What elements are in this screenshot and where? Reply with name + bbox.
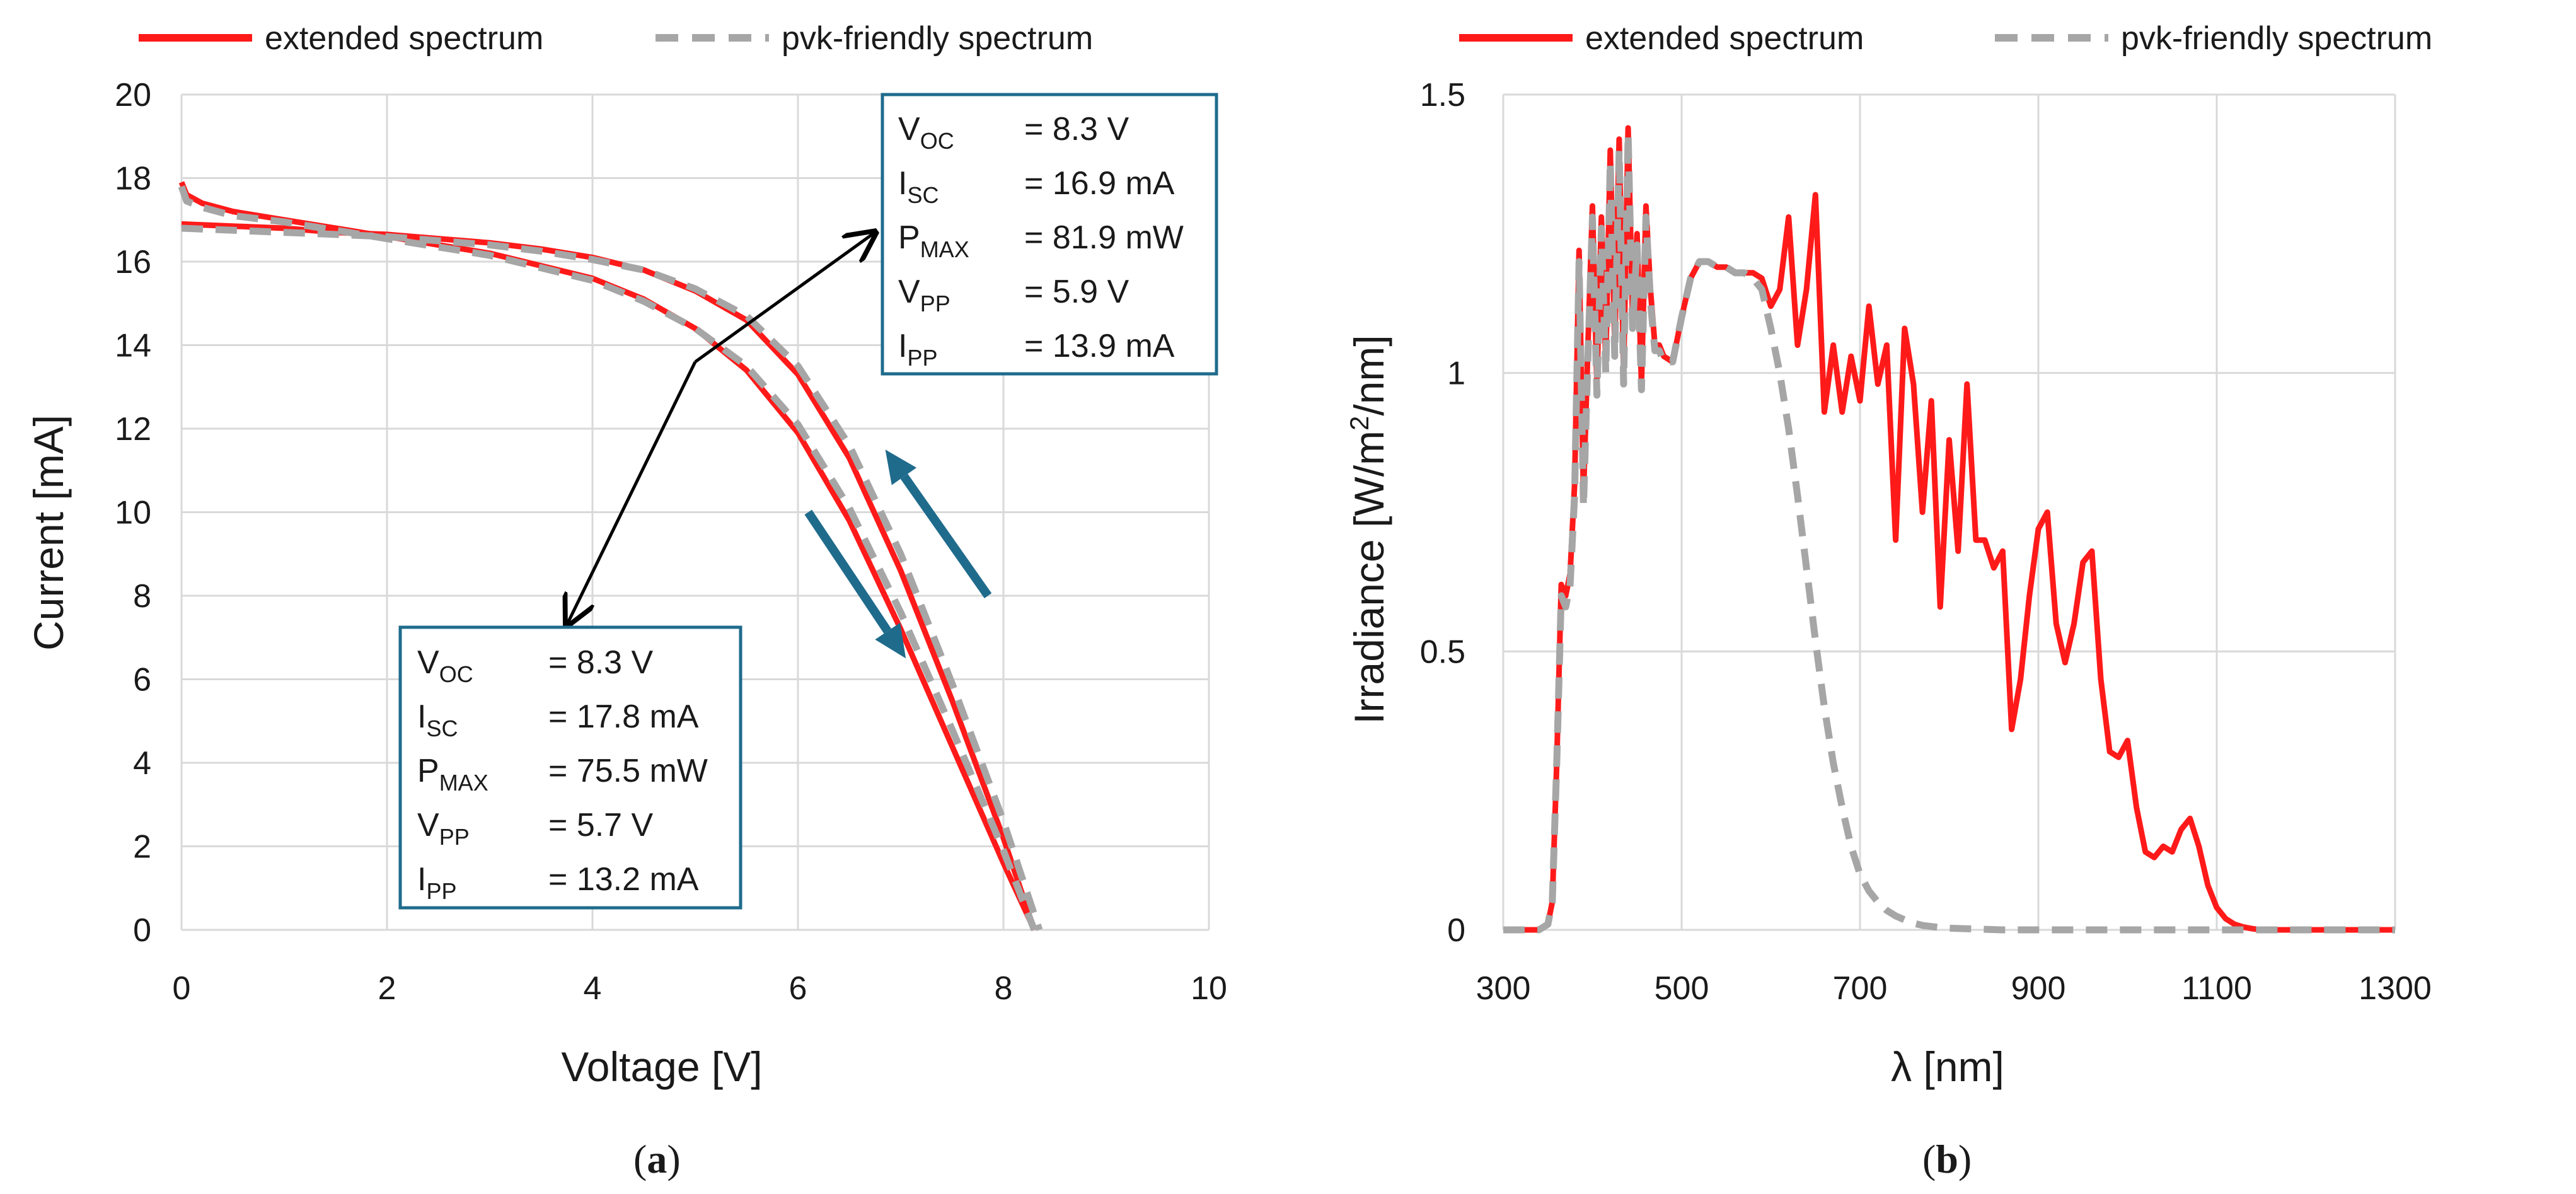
x-ticks-b: 300 500 700 900 1100 1300 (1476, 970, 2432, 1007)
y-tick-label: 12 (115, 411, 151, 448)
y-tick-label: 1.5 (1420, 77, 1465, 113)
y-tick-label: 16 (115, 244, 151, 281)
x-tick-label: 8 (995, 970, 1013, 1007)
y-tick-label: 20 (115, 77, 151, 113)
x-tick-label: 900 (2011, 970, 2066, 1007)
y-axis-title-b-prefix: Irradiance [W/m (1346, 431, 1392, 724)
stats-box-upper: VOC = 8.3 V ISC = 16.9 mA PMAX = 81.9 mW VPP = … (881, 93, 1218, 376)
stat-label: PMAX (417, 753, 488, 796)
scan-arrow-shaft (804, 509, 892, 634)
panel-letter-a: a (647, 1137, 667, 1181)
y-tick-label: 1 (1447, 356, 1465, 392)
stat-value: = 8.3 V (548, 644, 654, 681)
x-tick-label: 0 (173, 970, 191, 1007)
y-ticks-b: 0 0.5 1 1.5 (1420, 77, 1465, 949)
y-tick-label: 0.5 (1420, 634, 1465, 670)
x-tick-label: 10 (1191, 970, 1227, 1007)
stat-value: = 5.7 V (548, 807, 654, 843)
series-a (178, 181, 1043, 931)
x-tick-label: 1100 (2181, 970, 2252, 1007)
legend-friendly-label-b: pvk-friendly spectrum (2121, 20, 2432, 57)
stat-label: VPP (898, 274, 950, 316)
stat-label: ISC (417, 698, 458, 741)
iv-curve-chart: extended spectrum pvk-friendly spectrum … (25, 20, 1227, 1181)
y-axis-title-b-suffix: /nm] (1346, 335, 1392, 415)
x-axis-title-a: Voltage [V] (561, 1043, 762, 1090)
legend-b: extended spectrum pvk-friendly spectrum (1459, 20, 2432, 57)
stat-value: = 5.9 V (1024, 274, 1129, 310)
pvk-friendly-spectrum-line (1503, 130, 2395, 934)
x-tick-label: 6 (789, 970, 807, 1007)
scan-arrow-head (875, 622, 906, 659)
stat-label: VOC (898, 111, 954, 154)
stat-label: IPP (898, 328, 937, 371)
y-ticks-a: 0 2 4 6 8 10 12 14 16 18 20 (115, 77, 151, 949)
panel-label-a: (a) (633, 1137, 681, 1181)
legend-extended-label-a: extended spectrum (265, 20, 543, 57)
x-tick-label: 2 (378, 970, 396, 1007)
y-tick-label: 8 (133, 578, 151, 615)
y-axis-title-a: Current [mA] (25, 415, 72, 651)
stat-label: ISC (898, 165, 939, 208)
y-tick-label: 2 (133, 829, 151, 866)
x-tick-label: 1300 (2359, 970, 2432, 1007)
callout-arrow (694, 233, 875, 364)
stat-value: = 16.9 mA (1024, 165, 1175, 202)
y-tick-label: 0 (1447, 912, 1465, 949)
legend-extended-label-b: extended spectrum (1585, 20, 1864, 57)
panel-letter-b: b (1936, 1137, 1958, 1181)
legend-friendly-label-a: pvk-friendly spectrum (782, 20, 1093, 57)
pvk-friendly-iv-curve-2 (181, 224, 1043, 931)
y-tick-label: 14 (115, 328, 151, 364)
y-axis-title-b: Irradiance [W/m2/nm] (1344, 335, 1392, 724)
callout-arrow (567, 361, 697, 625)
stat-value: = 13.9 mA (1024, 328, 1175, 364)
x-tick-label: 700 (1833, 970, 1888, 1007)
x-axis-title-b: λ [nm] (1891, 1043, 2004, 1090)
stat-value: = 13.2 mA (548, 861, 699, 898)
stat-label: VOC (417, 644, 473, 687)
panel-label-b: (b) (1922, 1137, 1972, 1181)
stat-value: = 75.5 mW (548, 753, 708, 789)
gridlines-a (180, 93, 1210, 931)
callout-arrows-a (567, 233, 875, 625)
x-tick-label: 500 (1655, 970, 1709, 1007)
scan-arrow-head (885, 449, 917, 485)
y-tick-label: 10 (115, 495, 151, 531)
gridlines-b (1502, 93, 2396, 931)
stat-label: PMAX (898, 219, 969, 262)
legend-a: extended spectrum pvk-friendly spectrum (139, 20, 1093, 57)
y-tick-label: 6 (133, 662, 151, 698)
stats-box-lower: VOC = 8.3 V ISC = 17.8 mA PMAX = 75.5 mW VPP = … (398, 625, 742, 910)
stat-value: = 81.9 mW (1024, 219, 1184, 256)
x-ticks-a: 0 2 4 6 8 10 (173, 970, 1227, 1007)
stat-label: VPP (417, 807, 470, 850)
scan-direction-arrows (804, 449, 992, 659)
stat-value: = 17.8 mA (548, 698, 699, 735)
pvk-friendly-iv-curve-1 (178, 185, 1038, 931)
y-tick-label: 18 (115, 161, 151, 197)
stat-label: IPP (417, 861, 456, 904)
series-b (1503, 125, 2395, 934)
y-axis-title-b-sup: 2 (1344, 416, 1374, 431)
scan-arrow-shaft (900, 473, 992, 599)
x-tick-label: 4 (584, 970, 602, 1007)
stat-value: = 8.3 V (1024, 111, 1129, 148)
y-tick-label: 0 (133, 912, 151, 949)
y-tick-label: 4 (133, 745, 151, 782)
spectrum-chart: extended spectrum pvk-friendly spectrum … (1344, 20, 2432, 1181)
extended-iv-curve-1 (178, 181, 1037, 931)
x-tick-label: 300 (1476, 970, 1531, 1007)
